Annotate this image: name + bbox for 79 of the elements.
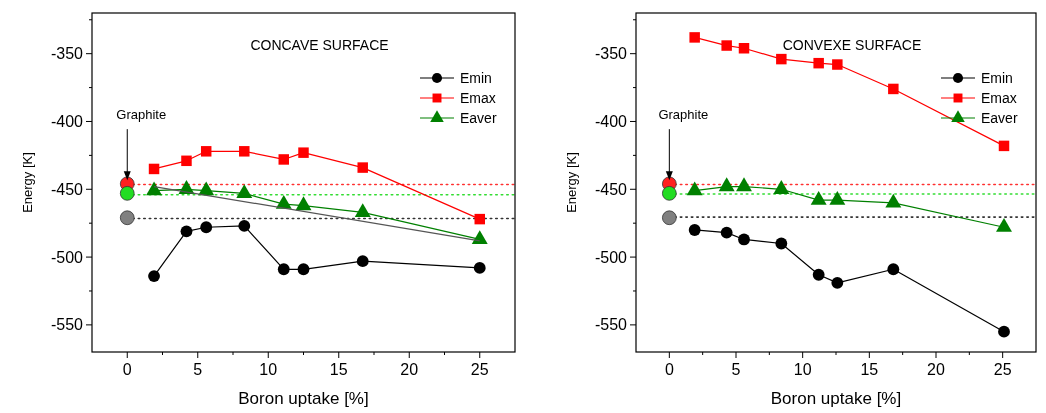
legend-label: Eaver <box>460 109 497 126</box>
point <box>998 140 1010 152</box>
point <box>148 163 160 175</box>
point <box>119 210 135 226</box>
point <box>277 263 290 276</box>
point <box>200 221 213 234</box>
legend-label: Emin <box>460 69 492 86</box>
point <box>831 276 844 289</box>
text: CONCAVE SURFACE <box>250 37 389 53</box>
y-tick-label: -350 <box>594 45 628 63</box>
point <box>278 154 289 165</box>
y-tick-label: -450 <box>50 180 84 198</box>
y-axis-title: Energy [K] <box>20 152 35 213</box>
annotation: Graphite <box>658 107 709 123</box>
point <box>181 155 192 167</box>
point <box>720 226 733 239</box>
x-tick-label: 5 <box>731 361 741 378</box>
x-tick-label: 25 <box>993 361 1012 378</box>
x-tick-label: 15 <box>329 361 348 378</box>
y-tick-label: -450 <box>594 180 628 198</box>
point <box>686 181 703 196</box>
y-tick-label: -400 <box>594 113 628 131</box>
x-tick-label: 15 <box>860 361 879 378</box>
x-tick-label: 0 <box>122 361 132 378</box>
point <box>200 146 212 157</box>
x-axis-title: Boron uptake [%] <box>770 389 902 408</box>
point <box>119 186 135 201</box>
legend-label: Emin <box>981 69 1013 86</box>
point <box>180 225 193 238</box>
point <box>718 177 735 192</box>
point <box>689 32 700 43</box>
point <box>662 210 677 226</box>
point <box>297 263 310 276</box>
point <box>148 270 160 282</box>
y-tick-label: -500 <box>50 248 84 266</box>
point <box>471 230 488 245</box>
point <box>775 237 788 250</box>
x-axis-title: Boron uptake [%] <box>238 389 369 408</box>
y-tick-label: -400 <box>50 113 84 131</box>
point <box>721 40 732 51</box>
point <box>773 180 790 194</box>
point <box>738 43 750 54</box>
point <box>239 146 250 157</box>
x-tick-label: 20 <box>400 361 419 378</box>
y-tick-label: -500 <box>594 248 628 266</box>
point <box>998 325 1010 338</box>
point <box>473 262 486 274</box>
legend-label: Eaver <box>981 109 1018 126</box>
y-tick-label: -550 <box>594 316 628 334</box>
point <box>813 57 824 69</box>
point <box>888 83 899 95</box>
x-tick-label: 25 <box>470 361 489 378</box>
x-tick-label: 5 <box>193 361 203 378</box>
x-tick-label: 20 <box>927 361 945 378</box>
y-tick-label: -550 <box>50 316 84 334</box>
y-axis-title: Energy [K] <box>564 152 579 213</box>
point <box>776 53 787 65</box>
point <box>738 233 750 246</box>
point <box>356 255 369 268</box>
legend-label: Emax <box>460 89 496 106</box>
point <box>832 59 843 70</box>
text: CONVEXE SURFACE <box>782 37 922 53</box>
point <box>736 177 752 192</box>
x-tick-label: 0 <box>664 361 674 378</box>
annotation: Graphite <box>116 107 167 123</box>
point <box>474 213 485 225</box>
point <box>885 193 902 208</box>
point <box>688 224 701 236</box>
point <box>238 219 251 232</box>
x-tick-label: 10 <box>259 361 278 378</box>
point <box>662 186 677 201</box>
point <box>996 218 1012 232</box>
point <box>887 263 900 276</box>
point <box>357 162 368 173</box>
y-tick-label: -350 <box>50 45 84 63</box>
legend-label: Emax <box>981 89 1017 106</box>
point <box>812 268 825 281</box>
x-tick-label: 10 <box>793 361 812 378</box>
point <box>298 147 309 158</box>
